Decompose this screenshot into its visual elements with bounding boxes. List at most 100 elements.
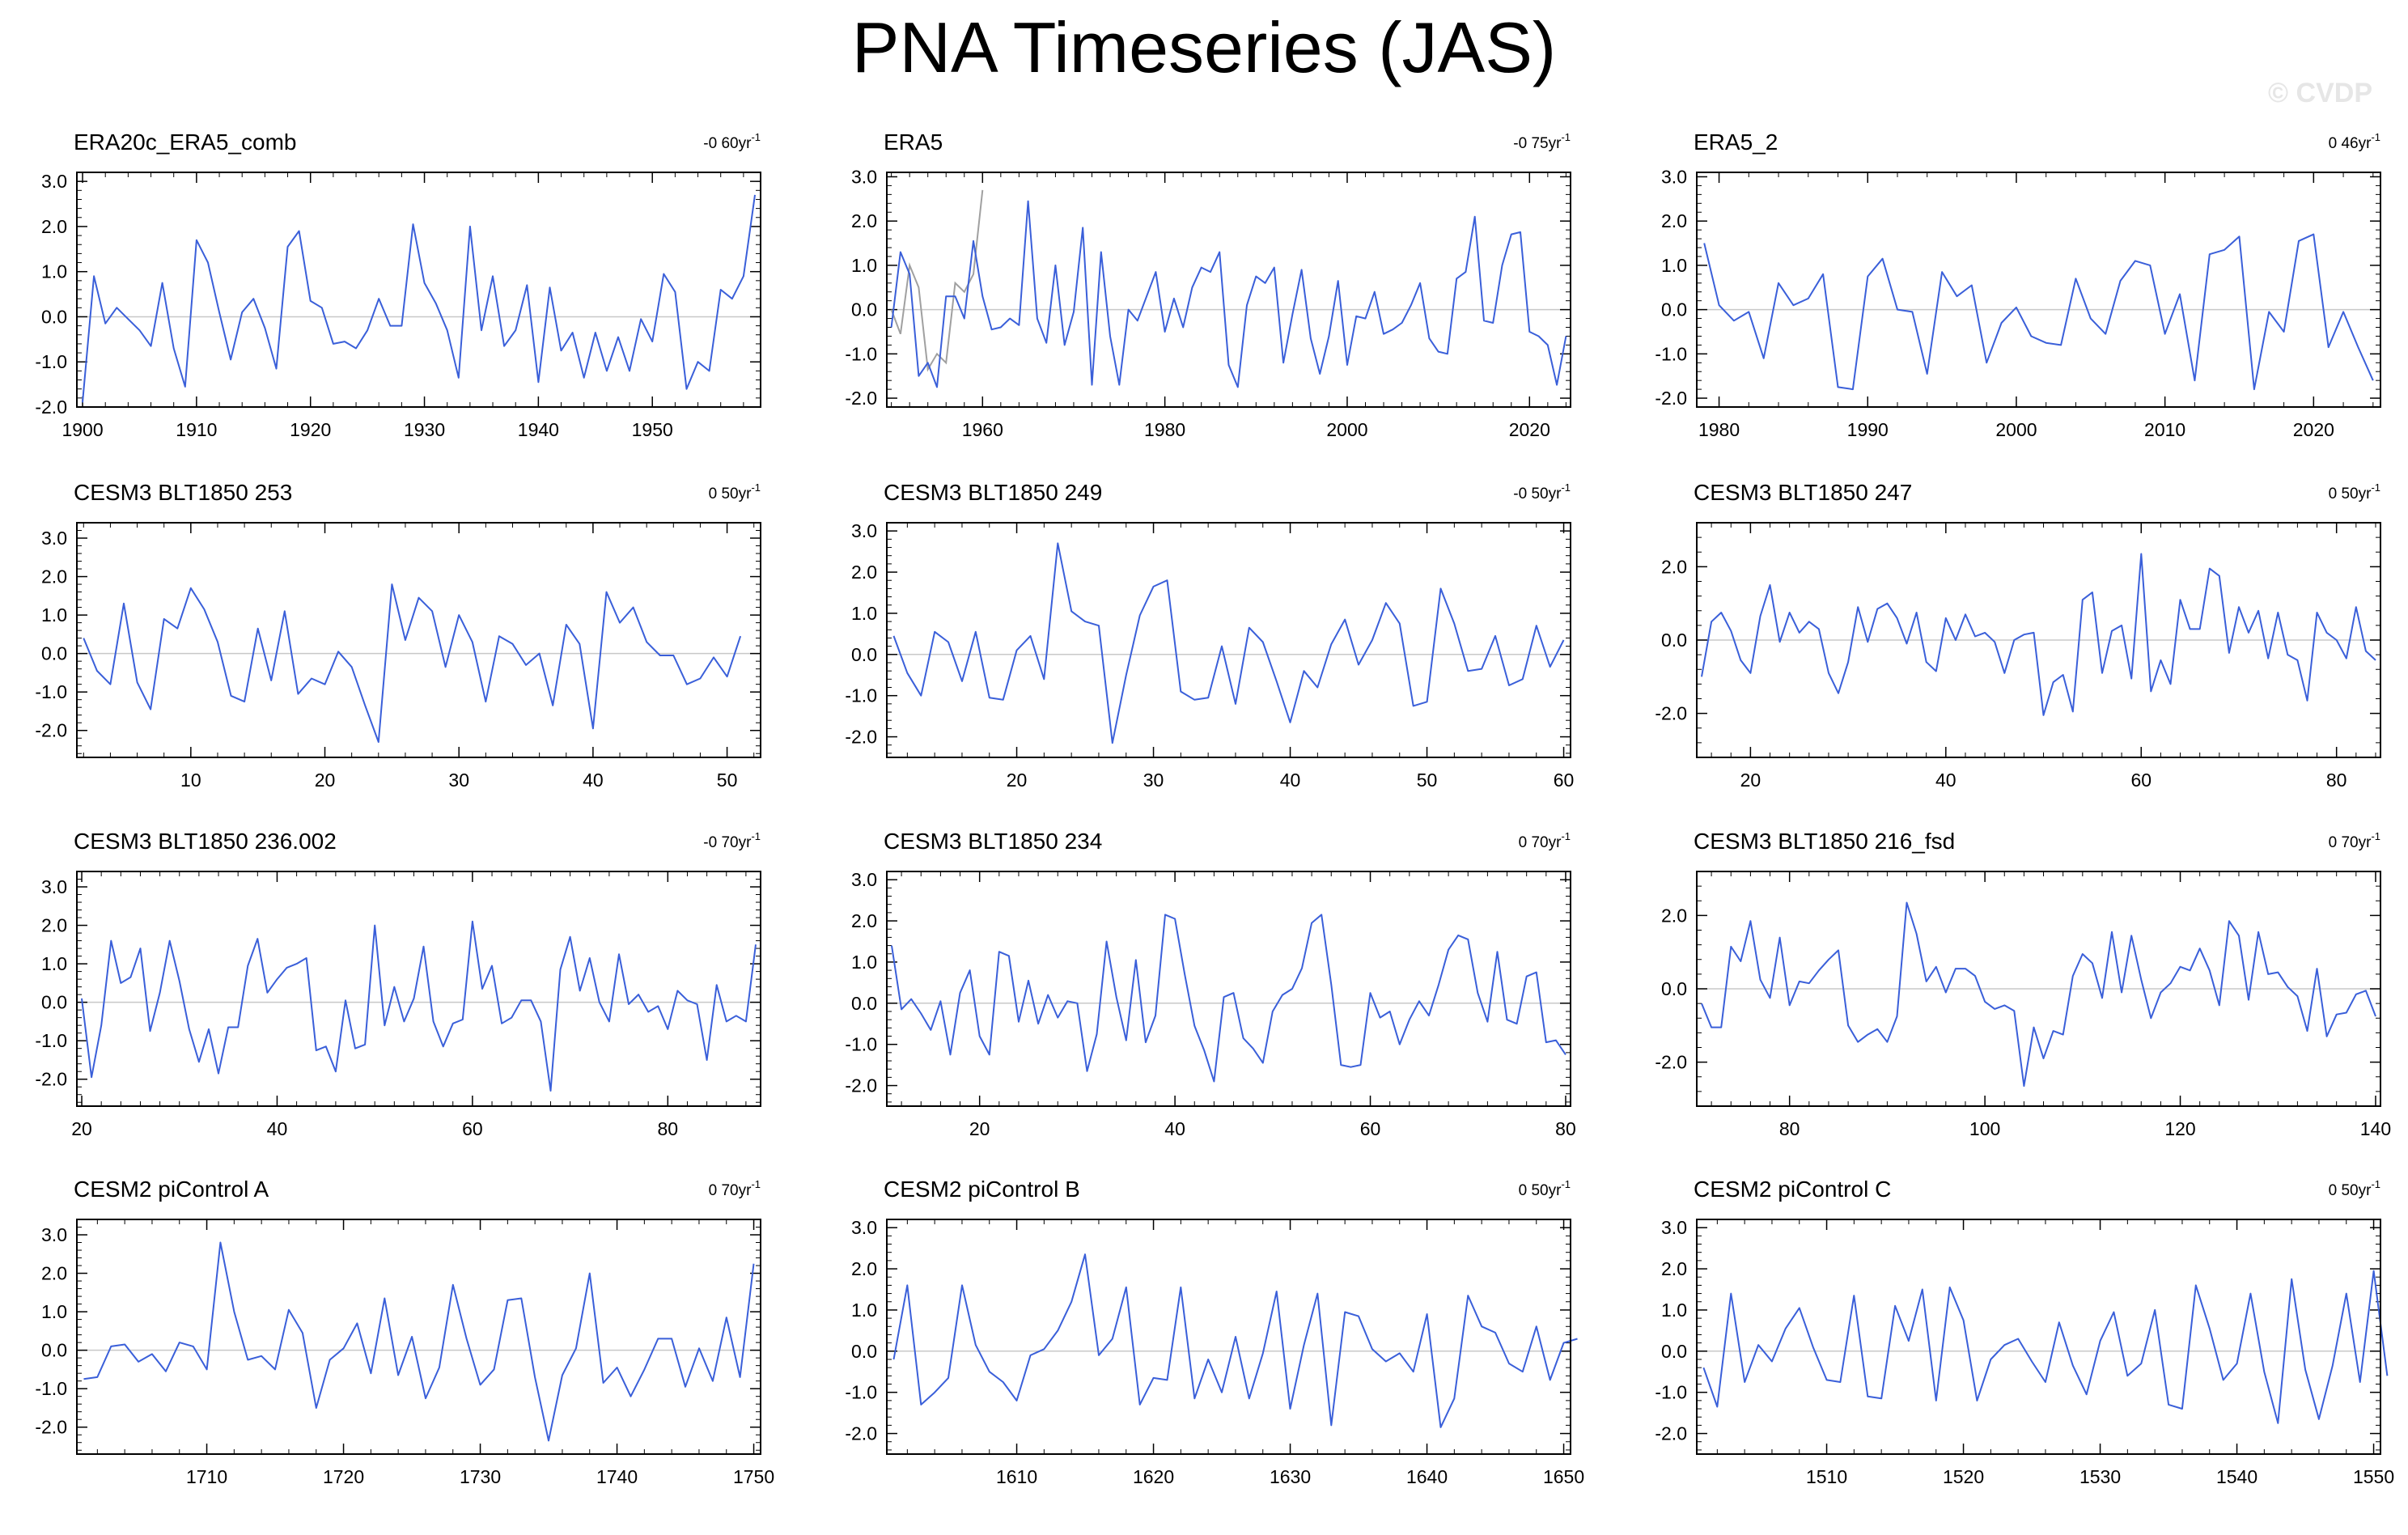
trend-label: 0 70yr-1 <box>1519 830 1571 851</box>
x-tick-label: 1960 <box>962 419 1003 440</box>
chart-panel-2: ERA5 -0 75yr-1 3.0 2.0 1.0 0.0 -1.0 -2.0 1960 198… <box>845 129 1571 440</box>
series-line <box>892 542 1565 744</box>
x-tick-label: 1980 <box>1144 419 1185 440</box>
trend-label: -0 75yr-1 <box>1513 131 1571 152</box>
panel-title: ERA5 <box>884 129 943 155</box>
y-tick-label: 3.0 <box>1661 1217 1687 1238</box>
panel-title: CESM3 BLT1850 253 <box>74 480 292 505</box>
x-tick-label: 20 <box>71 1118 92 1139</box>
page-title: PNA Timeseries (JAS) <box>851 7 1557 87</box>
plot-frame <box>886 172 1571 408</box>
y-tick-label: 3.0 <box>851 166 877 187</box>
plot-frame <box>1696 871 2381 1107</box>
series-line <box>83 1241 755 1442</box>
x-tick-label: 1550 <box>2353 1466 2394 1487</box>
trend-value: 0 50yr <box>2329 486 2372 502</box>
trend-value: -0 75yr <box>1513 135 1562 152</box>
x-tick-label: 1510 <box>1806 1466 1847 1487</box>
y-tick-label: -2.0 <box>35 396 67 418</box>
x-tick-label: 20 <box>1007 770 1028 791</box>
y-tick-label: 1.0 <box>41 604 67 625</box>
x-tick-label: 1640 <box>1406 1466 1448 1487</box>
y-tick-label: 2.0 <box>41 216 67 237</box>
x-tick-label: 30 <box>448 770 469 791</box>
trend-unit-superscript: -1 <box>2371 131 2380 143</box>
x-tick-label: 1540 <box>2216 1466 2258 1487</box>
trend-unit-superscript: -1 <box>1561 481 1571 494</box>
x-tick-label: 1900 <box>61 419 103 440</box>
y-tick-label: -2.0 <box>845 727 877 748</box>
series-line <box>1701 901 2376 1088</box>
trend-value: 0 50yr <box>709 486 752 502</box>
x-tick-label: 60 <box>1360 1118 1381 1139</box>
y-tick-label: 1.0 <box>851 952 877 973</box>
trend-label: 0 46yr-1 <box>2329 131 2380 152</box>
plot-frame <box>886 871 1571 1107</box>
trend-label: 0 70yr-1 <box>709 1178 761 1199</box>
panel-title: CESM3 BLT1850 216_fsd <box>1694 829 1955 854</box>
x-tick-label: 1750 <box>733 1466 774 1487</box>
y-tick-label: -1.0 <box>1655 1382 1687 1403</box>
series-line <box>892 1253 1578 1428</box>
x-tick-label: 1650 <box>1543 1466 1584 1487</box>
y-tick-label: 2.0 <box>1661 556 1687 577</box>
y-tick-label: 3.0 <box>851 869 877 890</box>
y-tick-label: 0.0 <box>41 992 67 1013</box>
trend-unit-superscript: -1 <box>751 830 761 842</box>
panel-title: CESM3 BLT1850 236.002 <box>74 829 337 854</box>
x-tick-label: 2000 <box>1995 419 2037 440</box>
y-tick-label: 0.0 <box>851 644 877 665</box>
series-line <box>83 583 742 743</box>
y-tick-label: -2.0 <box>35 1069 67 1090</box>
x-tick-label: 80 <box>2326 770 2347 791</box>
trend-value: 0 50yr <box>2329 1182 2372 1199</box>
x-tick-label: 80 <box>658 1118 679 1139</box>
plot-frame <box>1696 172 2381 408</box>
x-tick-label: 50 <box>1417 770 1438 791</box>
watermark: © CVDP <box>2268 78 2372 108</box>
trend-label: -0 60yr-1 <box>703 131 761 152</box>
chart-panel-1: ERA20c_ERA5_comb -0 60yr-1 3.0 2.0 1.0 0.0 -1.… <box>35 129 761 440</box>
chart-panel-12: CESM2 piControl C 0 50yr-1 3.0 2.0 1.0 0.0 -1.… <box>1655 1177 2394 1487</box>
x-tick-label: 20 <box>1740 770 1761 791</box>
x-tick-label: 140 <box>2360 1118 2391 1139</box>
y-tick-label: 0.0 <box>41 643 67 664</box>
trend-unit-superscript: -1 <box>2371 1178 2380 1190</box>
plot-frame <box>76 172 761 408</box>
x-tick-label: 30 <box>1143 770 1164 791</box>
trend-label: 0 70yr-1 <box>2329 830 2380 851</box>
y-tick-label: -2.0 <box>845 388 877 409</box>
trend-unit-superscript: -1 <box>751 1178 761 1190</box>
y-tick-label: 0.0 <box>41 306 67 327</box>
y-tick-label: 1.0 <box>1661 1300 1687 1321</box>
x-tick-label: 1730 <box>460 1466 501 1487</box>
x-tick-label: 40 <box>1164 1118 1185 1139</box>
plot-frame <box>886 1219 1571 1455</box>
x-tick-label: 1740 <box>596 1466 638 1487</box>
x-tick-label: 1930 <box>404 419 445 440</box>
trend-label: 0 50yr-1 <box>2329 1178 2380 1199</box>
x-tick-label: 60 <box>1554 770 1575 791</box>
series-line <box>81 920 757 1092</box>
x-tick-label: 20 <box>969 1118 990 1139</box>
x-tick-label: 1720 <box>323 1466 364 1487</box>
y-tick-label: 2.0 <box>41 1263 67 1284</box>
x-tick-label: 60 <box>2130 770 2152 791</box>
chart-panel-11: CESM2 piControl B 0 50yr-1 3.0 2.0 1.0 0.0 -1.… <box>845 1177 1584 1487</box>
chart-panel-10: CESM2 piControl A 0 70yr-1 3.0 2.0 1.0 0.0 -1.… <box>35 1177 774 1487</box>
y-tick-label: -1.0 <box>35 351 67 372</box>
trend-unit-superscript: -1 <box>2371 481 2380 494</box>
y-tick-label: 2.0 <box>1661 1258 1687 1279</box>
y-tick-label: -1.0 <box>845 343 877 364</box>
x-tick-label: 2010 <box>2144 419 2185 440</box>
y-tick-label: -2.0 <box>35 720 67 741</box>
x-tick-label: 10 <box>180 770 201 791</box>
trend-value: 0 50yr <box>1519 1182 1562 1199</box>
x-tick-label: 80 <box>1555 1118 1576 1139</box>
panel-title: CESM2 piControl B <box>884 1177 1080 1202</box>
x-tick-label: 1520 <box>1943 1466 1984 1487</box>
trend-value: 0 70yr <box>2329 834 2372 851</box>
y-tick-label: 1.0 <box>851 255 877 276</box>
y-tick-label: 2.0 <box>851 910 877 931</box>
y-tick-label: 1.0 <box>1661 255 1687 276</box>
